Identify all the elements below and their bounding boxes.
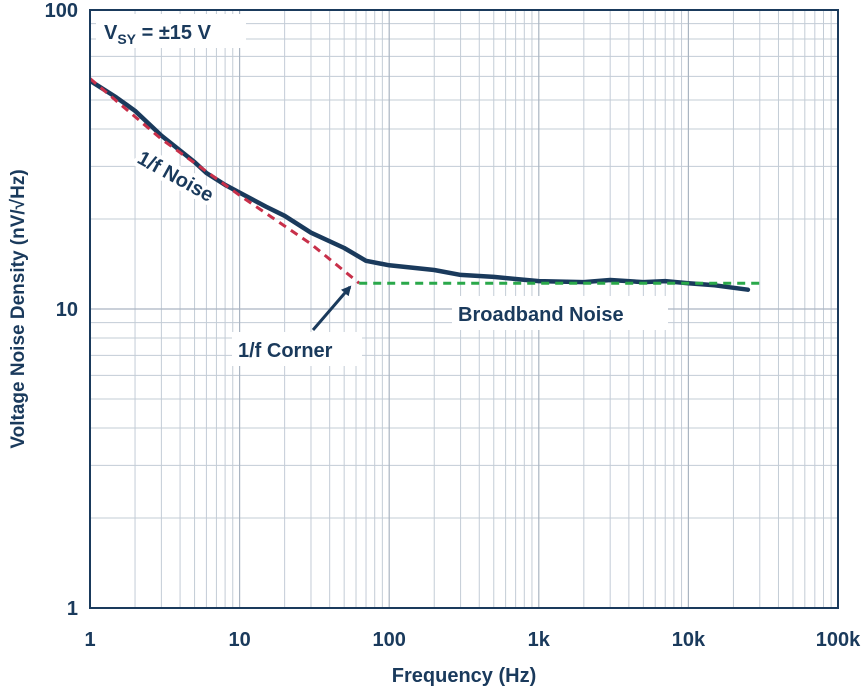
- noise-density-line: [90, 78, 751, 292]
- supply-label: VSY = ±15 V: [104, 22, 212, 47]
- y-tick-label: 1: [67, 598, 78, 620]
- supply-label-sub: SY: [117, 31, 136, 47]
- supply-label-bg: [96, 14, 246, 48]
- x-tick-label: 1: [84, 629, 95, 651]
- supply-label-main: V: [104, 22, 118, 44]
- y-tick-labels: 1 10 100: [45, 0, 78, 620]
- plot-frame: [89, 9, 839, 609]
- x-tick-label: 10: [228, 629, 250, 651]
- supply-label-rest: = ±15 V: [136, 22, 212, 44]
- corner-label: 1/f Corner: [238, 340, 333, 362]
- x-tick-label: 100: [373, 629, 406, 651]
- x-tick-label: 100k: [816, 629, 861, 651]
- one-over-f-fit-line: [90, 77, 361, 285]
- series-layer: [90, 77, 760, 292]
- corner-arrow: [311, 285, 352, 331]
- x-tick-labels: 1 10 100 1k 10k 100k: [84, 629, 861, 651]
- x-tick-label: 10k: [672, 629, 706, 651]
- broadband-label-bg: [452, 296, 668, 330]
- broadband-label: Broadband Noise: [458, 304, 624, 326]
- y-axis-label: Voltage Noise Density (nV/√Hz): [8, 169, 29, 448]
- x-tick-label: 1k: [528, 629, 551, 651]
- x-axis-label: Frequency (Hz): [392, 665, 536, 687]
- corner-label-bg: [232, 332, 362, 366]
- y-tick-label: 100: [45, 0, 78, 22]
- y-tick-label: 10: [56, 299, 78, 321]
